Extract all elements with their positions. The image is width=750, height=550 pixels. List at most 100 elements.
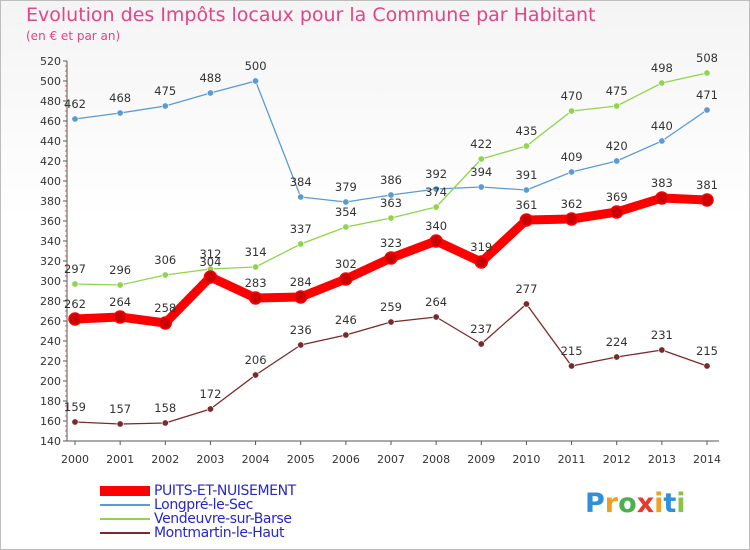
data-label: 236 [290,323,312,337]
x-tick-label: 2002 [151,453,179,466]
legend-label: Longpré-le-Sec [154,497,254,513]
data-label: 409 [561,150,583,164]
data-point [477,183,485,191]
data-label: 475 [606,84,628,98]
data-label: 475 [154,84,176,98]
logo-letter: r [604,488,619,519]
data-label: 471 [696,88,718,102]
data-label: 394 [470,165,492,179]
logo-letter: x [636,488,655,519]
data-label: 259 [380,300,402,314]
data-point [116,281,124,289]
x-tick-label: 2004 [242,453,270,466]
data-point [387,191,395,199]
data-point [658,346,666,354]
data-label: 361 [515,198,537,212]
y-tick-label: 440 [40,135,61,148]
data-point [339,272,353,286]
data-point [68,312,82,326]
data-label: 500 [245,59,267,73]
x-tick-label: 2013 [648,453,676,466]
y-tick-label: 500 [40,75,61,88]
data-point [658,137,666,145]
data-label: 262 [64,297,86,311]
data-label: 488 [199,71,221,85]
series-points [68,69,714,428]
data-point [161,102,169,110]
data-point [568,107,576,115]
data-point [613,102,621,110]
data-label: 319 [470,240,492,254]
y-tick-label: 200 [40,375,61,388]
data-label: 392 [425,167,447,181]
data-point [568,362,576,370]
data-point [522,186,530,194]
axes: 140 160 180 200 220 240 260 280 300 320 340 360 380 4… [40,55,721,466]
data-point [297,341,305,349]
legend-label: PUITS-ET-NUISEMENT [154,483,296,499]
data-label: 337 [290,222,312,236]
data-label: 354 [335,205,357,219]
data-label: 296 [109,263,131,277]
data-label: 435 [515,124,537,138]
data-point [613,157,621,165]
x-tick-label: 2003 [196,453,224,466]
data-point [564,212,579,226]
data-point [203,270,218,284]
data-label: 323 [380,236,402,250]
data-point [609,205,624,219]
data-point [477,155,485,163]
data-point [342,331,350,339]
y-tick-label: 520 [40,55,61,68]
data-point [113,310,127,324]
data-label: 440 [651,119,673,133]
data-labels: 462 468 475 488 500 384 379 386 392 394 391 409 420 4… [64,51,718,416]
data-point [297,240,305,248]
data-point [703,106,711,114]
data-point [703,69,711,77]
data-label: 258 [154,301,176,315]
data-label: 374 [425,185,447,199]
data-point [432,203,440,211]
data-label: 304 [199,255,221,269]
y-tick-label: 460 [40,115,61,128]
data-label: 312 [199,247,221,261]
data-label: 297 [64,262,86,276]
data-label: 498 [651,61,673,75]
data-label: 462 [64,97,86,111]
data-point [568,168,576,176]
data-label: 172 [199,387,221,401]
data-point [252,77,260,85]
data-label: 264 [109,295,131,309]
data-point [71,280,79,288]
data-label: 379 [335,180,357,194]
x-tick-label: 2001 [106,453,134,466]
data-label: 277 [515,282,537,296]
data-label: 314 [245,245,267,259]
data-point [429,234,443,248]
chart-subtitle: (en € et par an) [26,29,121,43]
y-tick-label: 240 [40,335,61,348]
x-tick-label: 2007 [377,453,405,466]
data-point [206,405,214,413]
data-label: 215 [696,344,718,358]
x-tick-label: 2012 [603,453,631,466]
data-point [206,89,214,97]
data-label: 157 [109,402,131,416]
y-tick-label: 260 [40,315,61,328]
y-tick-label: 360 [40,215,61,228]
data-label: 237 [470,322,492,336]
data-label: 159 [64,400,86,414]
data-label: 215 [561,344,583,358]
data-point [387,214,395,222]
y-tick-label: 420 [40,155,61,168]
y-tick-label: 480 [40,95,61,108]
y-tick-label: 220 [40,355,61,368]
data-point [116,420,124,428]
data-label: 231 [651,328,673,342]
data-label: 420 [606,139,628,153]
data-label: 391 [515,168,537,182]
y-tick-label: 320 [40,255,61,268]
legend-swatch [100,486,150,496]
data-point [293,290,308,304]
